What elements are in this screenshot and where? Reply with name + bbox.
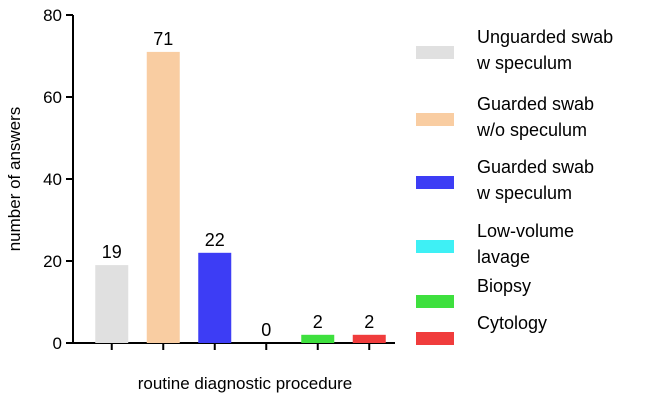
bar bbox=[301, 334, 335, 343]
bar bbox=[146, 51, 180, 344]
legend-swatch bbox=[416, 295, 454, 308]
bar bbox=[198, 252, 232, 343]
legend-swatch bbox=[416, 113, 454, 126]
data-label: 19 bbox=[102, 242, 122, 262]
bar bbox=[95, 265, 129, 343]
y-tick-label: 60 bbox=[43, 88, 62, 107]
legend-swatch bbox=[416, 240, 454, 253]
y-tick-label: 0 bbox=[53, 334, 62, 353]
x-axis-title: routine diagnostic procedure bbox=[138, 374, 353, 393]
legend-swatch bbox=[416, 46, 454, 59]
legend-label: Low-volume lavage bbox=[477, 221, 574, 267]
x-axis bbox=[73, 342, 395, 350]
legend: Unguarded swab w speculum Guarded swab w/o … bbox=[416, 27, 613, 345]
y-tick-label: 20 bbox=[43, 252, 62, 271]
legend-item: Low-volume lavage bbox=[416, 221, 574, 267]
legend-item: Guarded swab w/o speculum bbox=[416, 94, 594, 140]
y-axis: 0 20 40 60 80 bbox=[43, 6, 74, 353]
y-tick-label: 40 bbox=[43, 170, 62, 189]
data-label: 2 bbox=[313, 312, 323, 332]
legend-label: Guarded swab w speculum bbox=[476, 157, 594, 203]
legend-label: Cytology bbox=[477, 313, 547, 333]
legend-item: Unguarded swab w speculum bbox=[416, 27, 613, 73]
legend-swatch bbox=[416, 176, 454, 189]
data-label: 2 bbox=[364, 312, 374, 332]
legend-label: Biopsy bbox=[477, 276, 531, 296]
bars bbox=[95, 51, 386, 344]
data-label: 22 bbox=[205, 230, 225, 250]
legend-item: Biopsy bbox=[416, 276, 531, 308]
legend-item: Cytology bbox=[416, 313, 547, 345]
data-label: 71 bbox=[153, 29, 173, 49]
legend-label: Guarded swab w/o speculum bbox=[476, 94, 594, 140]
data-label: 0 bbox=[261, 320, 271, 340]
bar bbox=[352, 334, 386, 343]
legend-swatch bbox=[416, 332, 454, 345]
y-axis-title: number of answers bbox=[5, 107, 24, 252]
legend-item: Guarded swab w speculum bbox=[416, 157, 594, 203]
legend-label: Unguarded swab w speculum bbox=[476, 27, 613, 73]
y-tick-label: 80 bbox=[43, 6, 62, 25]
